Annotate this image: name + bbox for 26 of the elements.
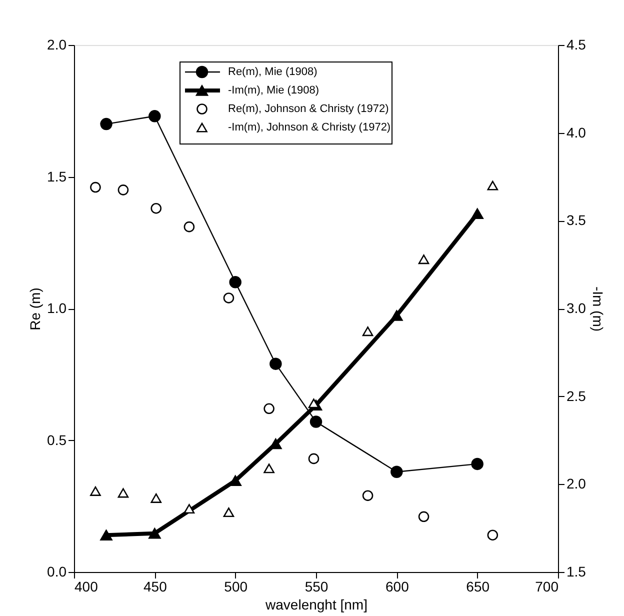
legend-label: Re(m), Johnson & Christy (1972)	[228, 103, 389, 115]
y2-tick-label: 4.5	[566, 36, 586, 52]
y-tick-label: 1.5	[47, 168, 67, 184]
y2-axis-title: -Im (m)	[590, 286, 606, 332]
y2-tick-label: 3.0	[566, 300, 586, 316]
y-axis-title: Re (m)	[27, 288, 44, 330]
y2-tick-label: 2.0	[566, 476, 586, 492]
legend-label: -Im(m), Johnson & Christy (1972)	[228, 122, 391, 134]
y-tick-label: 0.5	[47, 432, 67, 448]
y-tick-label: 2.0	[47, 36, 67, 52]
x-tick-label: 400	[74, 578, 98, 594]
y2-tick-label: 4.0	[566, 124, 586, 140]
x-tick-label: 500	[224, 578, 248, 594]
x-tick-label: 700	[535, 578, 559, 594]
legend-label: Re(m), Mie (1908)	[228, 66, 318, 78]
y-tick-label: 0.0	[47, 564, 67, 580]
y2-tick-label: 3.5	[566, 212, 586, 228]
x-tick-label: 450	[143, 578, 168, 594]
x-tick-label: 600	[385, 578, 410, 594]
x-axis-title: wavelenght [nm]	[264, 596, 368, 612]
legend-label: -Im(m), Mie (1908)	[228, 84, 320, 96]
x-tick-label: 550	[304, 578, 328, 594]
y-tick-label: 1.0	[47, 300, 67, 316]
y2-tick-label: 2.5	[566, 388, 586, 404]
x-tick-label: 650	[466, 578, 490, 594]
y2-tick-label: 1.5	[566, 564, 586, 580]
